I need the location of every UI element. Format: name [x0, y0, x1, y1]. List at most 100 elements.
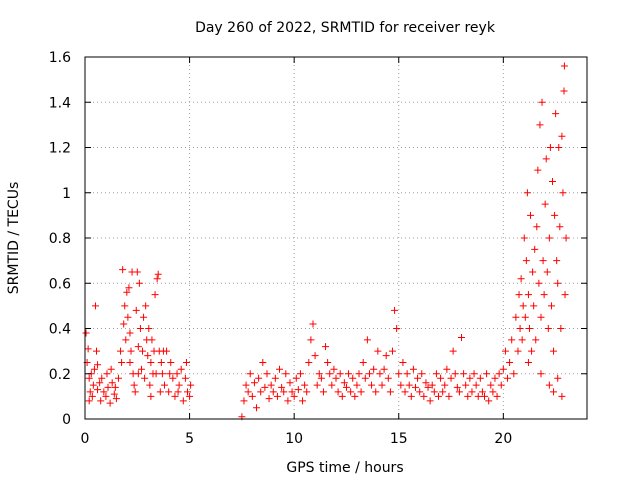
data-point: [470, 370, 478, 378]
x-axis-label: GPS time / hours: [286, 460, 403, 476]
data-point: [253, 404, 261, 412]
data-point: [118, 358, 126, 366]
data-point: [403, 370, 411, 378]
data-point: [94, 361, 102, 369]
data-point: [186, 392, 194, 400]
data-point: [372, 388, 380, 396]
data-point: [330, 365, 338, 373]
data-point: [434, 392, 442, 400]
data-point: [380, 365, 388, 373]
data-point: [269, 388, 277, 396]
data-point: [409, 365, 417, 373]
data-point: [347, 388, 355, 396]
data-point: [107, 365, 115, 373]
axis-layer: 0 5 10 15 20 0 0.2 0.4 0.6 0.8 1 1.2 1.4 1.6: [49, 50, 587, 447]
data-point: [183, 388, 191, 396]
data-point: [525, 325, 533, 332]
data-point: [508, 336, 516, 344]
data-point: [147, 358, 155, 366]
data-point: [134, 343, 142, 351]
data-point: [474, 392, 482, 400]
data-point: [551, 211, 559, 219]
chart-title: Day 260 of 2022, SRMTID for receiver rey…: [195, 20, 496, 36]
data-point: [384, 374, 392, 382]
data-point: [284, 397, 292, 405]
data-point: [328, 381, 336, 389]
data-point: [100, 388, 108, 396]
data-point: [97, 397, 105, 405]
data-point: [139, 347, 147, 355]
data-point: [491, 374, 499, 382]
data-point: [158, 370, 166, 378]
data-point: [455, 388, 463, 396]
data-point: [558, 132, 566, 140]
data-point: [305, 358, 313, 366]
y-tick-label: 0.6: [49, 276, 71, 292]
data-point: [154, 270, 162, 278]
data-point: [173, 370, 181, 378]
data-point: [89, 381, 97, 389]
x-tick-label: 5: [185, 431, 194, 447]
data-point: [313, 381, 321, 389]
data-point: [545, 381, 553, 389]
data-point: [326, 370, 334, 378]
data-point: [147, 392, 155, 400]
data-point: [244, 388, 252, 396]
data-point: [332, 374, 340, 382]
data-point: [478, 388, 486, 396]
data-point: [386, 388, 394, 396]
data-point: [537, 313, 545, 321]
data-point: [411, 383, 419, 391]
data-point: [301, 381, 309, 389]
data-point: [171, 392, 179, 400]
data-point: [130, 381, 138, 389]
data-point: [539, 257, 547, 265]
data-point: [418, 370, 426, 378]
data-point: [512, 313, 520, 321]
data-point: [156, 388, 164, 396]
y-tick-label: 0: [62, 412, 71, 428]
data-point: [414, 374, 422, 382]
data-point: [98, 374, 106, 382]
data-point: [90, 365, 98, 373]
data-point: [550, 347, 558, 355]
data-point: [460, 370, 468, 378]
data-point: [146, 381, 154, 389]
data-point: [487, 381, 495, 389]
data-point: [267, 381, 275, 389]
data-point: [510, 370, 518, 378]
data-point: [464, 392, 472, 400]
data-point: [280, 388, 288, 396]
data-point: [557, 325, 565, 332]
data-point: [296, 370, 304, 378]
data-point: [370, 365, 378, 373]
data-point: [334, 388, 342, 396]
data-point: [432, 370, 440, 378]
data-point: [151, 291, 159, 299]
data-point: [117, 347, 125, 355]
data-point: [166, 370, 174, 378]
data-point: [157, 358, 165, 366]
data-point: [84, 345, 92, 353]
data-point: [257, 388, 265, 396]
data-point: [449, 347, 457, 355]
data-point: [357, 388, 365, 396]
data-point: [127, 347, 135, 355]
data-point: [276, 365, 284, 373]
data-point: [528, 347, 536, 355]
data-point: [481, 392, 489, 400]
data-point: [124, 313, 132, 321]
data-point: [240, 397, 248, 405]
data-point: [535, 279, 543, 287]
data-point: [445, 392, 453, 400]
data-point: [135, 279, 143, 287]
data-point: [248, 392, 256, 400]
data-point: [121, 302, 129, 310]
data-point: [397, 381, 405, 389]
data-point: [422, 379, 430, 387]
data-point: [359, 358, 367, 366]
data-point: [342, 383, 350, 391]
data-point: [242, 381, 250, 389]
data-point: [182, 358, 190, 366]
